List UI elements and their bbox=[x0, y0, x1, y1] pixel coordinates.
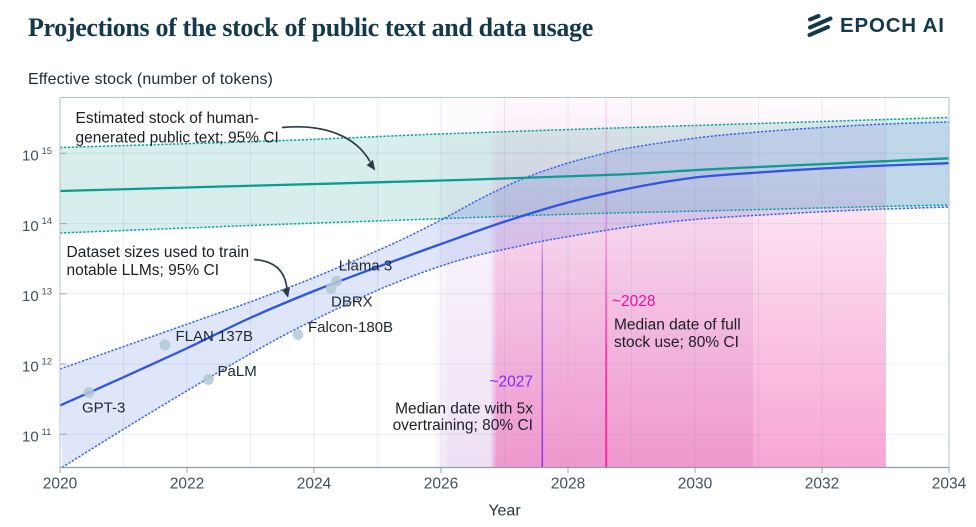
svg-text:Median date with 5x: Median date with 5x bbox=[395, 401, 533, 418]
svg-text:10: 10 bbox=[22, 218, 39, 235]
svg-text:10: 10 bbox=[22, 358, 39, 375]
svg-text:GPT-3: GPT-3 bbox=[82, 400, 125, 417]
svg-text:2034: 2034 bbox=[932, 476, 967, 493]
svg-text:Falcon-180B: Falcon-180B bbox=[308, 319, 393, 336]
svg-text:overtraining; 80% CI: overtraining; 80% CI bbox=[393, 417, 533, 434]
svg-text:Median date of full: Median date of full bbox=[614, 317, 741, 334]
svg-text:13: 13 bbox=[42, 286, 53, 297]
svg-text:2028: 2028 bbox=[551, 476, 585, 493]
svg-text:14: 14 bbox=[42, 216, 53, 227]
svg-text:~2028: ~2028 bbox=[612, 293, 656, 310]
svg-text:PaLM: PaLM bbox=[218, 363, 257, 380]
svg-text:10: 10 bbox=[22, 429, 39, 446]
svg-text:~2027: ~2027 bbox=[489, 374, 533, 391]
svg-text:10: 10 bbox=[22, 288, 39, 305]
svg-text:2020: 2020 bbox=[43, 476, 78, 493]
svg-text:Dataset sizes used to train: Dataset sizes used to train bbox=[67, 244, 250, 261]
svg-text:Year: Year bbox=[488, 503, 521, 520]
svg-text:2022: 2022 bbox=[170, 476, 204, 493]
svg-text:stock use; 80% CI: stock use; 80% CI bbox=[614, 334, 739, 351]
svg-text:generated public text; 95% CI: generated public text; 95% CI bbox=[76, 129, 279, 146]
svg-text:Effective stock (number of tok: Effective stock (number of tokens) bbox=[28, 71, 273, 88]
svg-text:EPOCH AI: EPOCH AI bbox=[840, 14, 945, 37]
svg-text:10: 10 bbox=[22, 148, 39, 165]
svg-text:2032: 2032 bbox=[805, 476, 839, 493]
svg-text:2030: 2030 bbox=[678, 476, 713, 493]
svg-text:DBRX: DBRX bbox=[331, 294, 373, 311]
svg-text:notable LLMs; 95% CI: notable LLMs; 95% CI bbox=[67, 262, 220, 279]
svg-text:2026: 2026 bbox=[424, 476, 458, 493]
svg-text:FLAN 137B: FLAN 137B bbox=[176, 328, 254, 345]
svg-text:Llama 3: Llama 3 bbox=[339, 258, 392, 275]
svg-text:15: 15 bbox=[42, 146, 53, 157]
svg-text:11: 11 bbox=[42, 427, 52, 438]
svg-text:12: 12 bbox=[42, 357, 53, 368]
svg-text:Estimated stock of human-: Estimated stock of human- bbox=[76, 110, 260, 127]
svg-text:2024: 2024 bbox=[297, 476, 332, 493]
svg-text:Projections of the stock of pu: Projections of the stock of public text … bbox=[28, 13, 593, 42]
